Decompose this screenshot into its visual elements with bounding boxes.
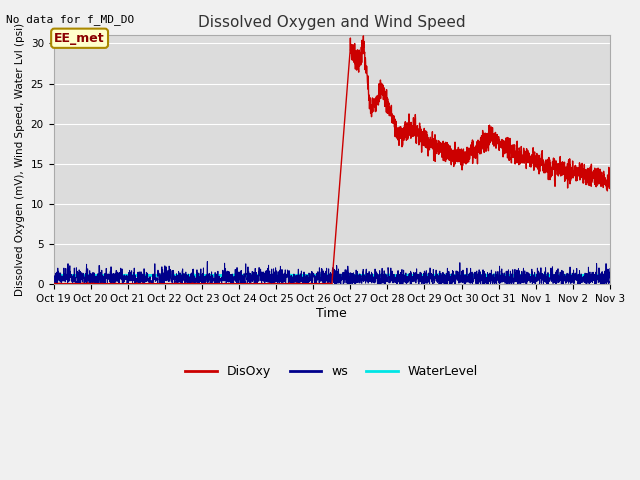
Title: Dissolved Oxygen and Wind Speed: Dissolved Oxygen and Wind Speed — [198, 15, 465, 30]
Text: EE_met: EE_met — [54, 32, 105, 45]
X-axis label: Time: Time — [316, 307, 347, 320]
Legend: DisOxy, ws, WaterLevel: DisOxy, ws, WaterLevel — [180, 360, 483, 383]
Text: No data for f_MD_DO: No data for f_MD_DO — [6, 14, 134, 25]
Y-axis label: Dissolved Oxygen (mV), Wind Speed, Water Lvl (psi): Dissolved Oxygen (mV), Wind Speed, Water… — [15, 23, 25, 296]
